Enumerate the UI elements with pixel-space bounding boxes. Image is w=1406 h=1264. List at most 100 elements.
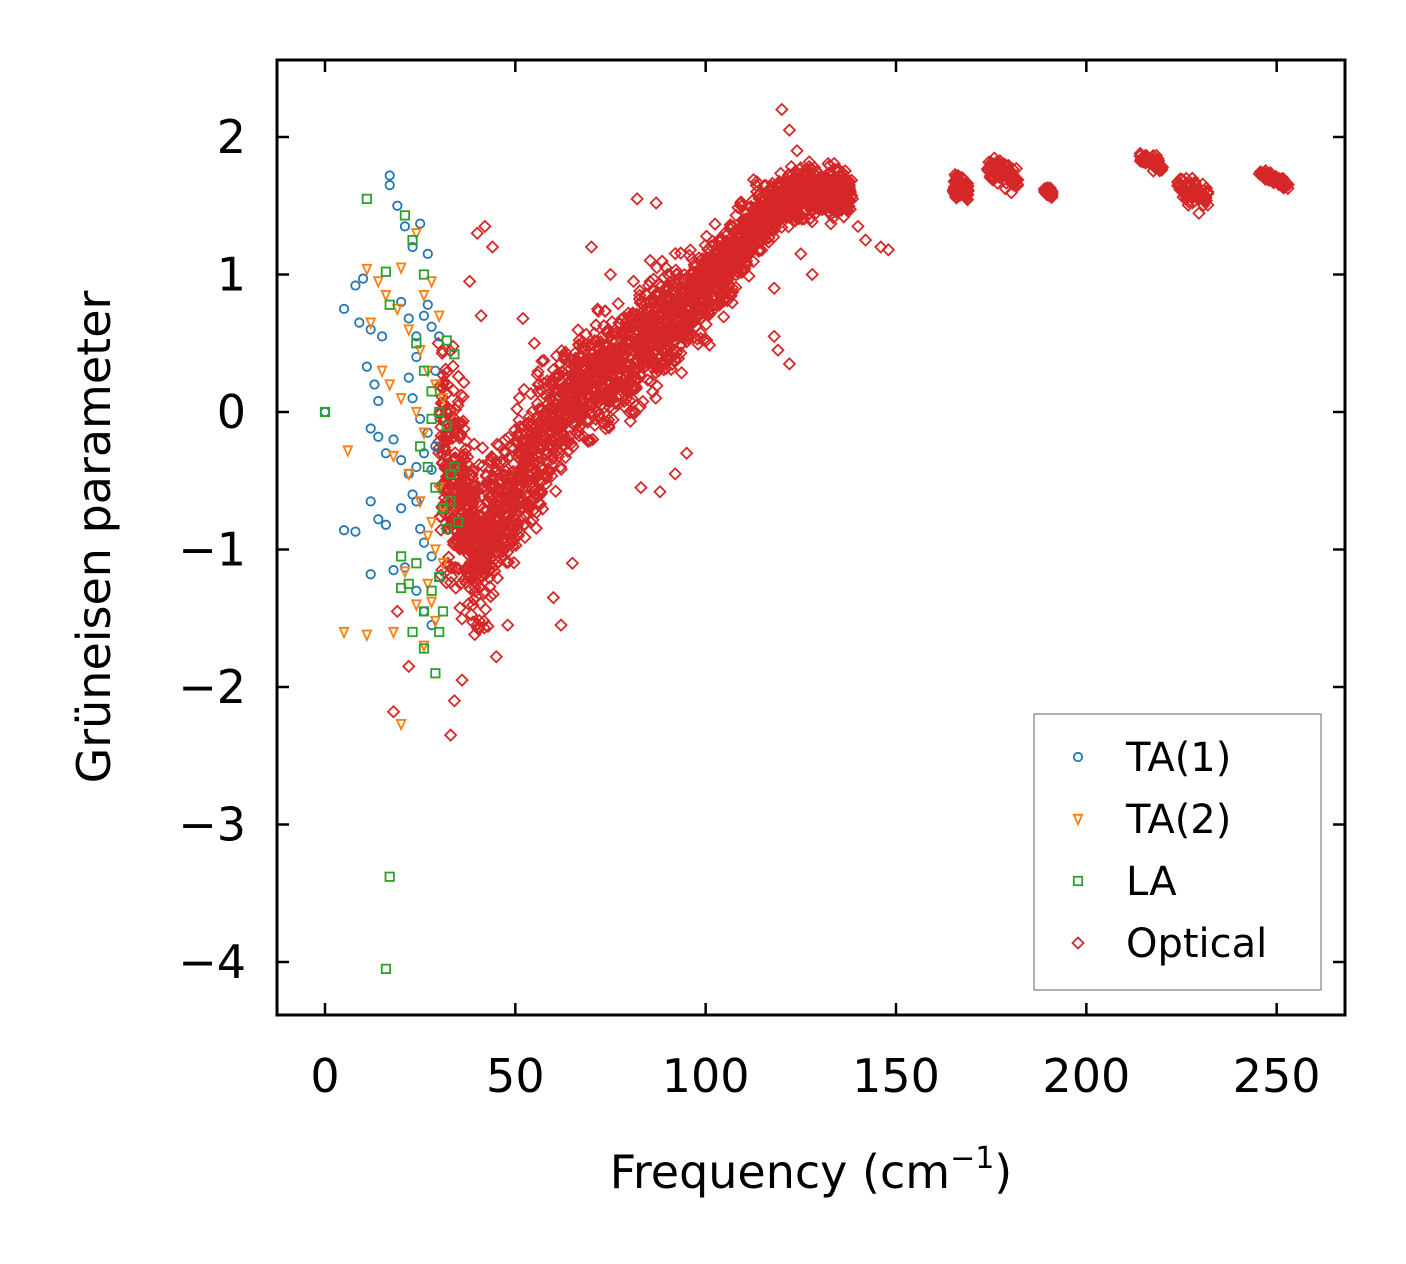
data-point xyxy=(437,393,449,406)
data-point xyxy=(425,516,438,530)
optical-point xyxy=(674,365,689,380)
optical-point xyxy=(1196,198,1211,212)
data-point xyxy=(453,516,464,528)
optical-point xyxy=(606,372,621,387)
optical-point xyxy=(556,427,570,441)
optical-point xyxy=(539,448,554,462)
data-point xyxy=(361,361,372,372)
data-point xyxy=(369,379,380,390)
legend-marker xyxy=(1071,936,1085,950)
optical-point xyxy=(501,555,516,569)
optical-point xyxy=(483,589,498,604)
data-point xyxy=(430,441,441,452)
optical-point xyxy=(773,166,788,181)
data-point xyxy=(403,468,415,482)
optical-point xyxy=(835,189,850,203)
data-point xyxy=(399,210,411,221)
optical-point xyxy=(525,492,540,507)
data-point xyxy=(441,420,452,431)
optical-point xyxy=(545,458,559,472)
optical-point xyxy=(805,214,819,229)
optical-point xyxy=(738,248,752,263)
y-tick-label: 2 xyxy=(217,110,246,164)
optical-point xyxy=(592,388,607,403)
data-point xyxy=(407,235,418,246)
optical-point xyxy=(881,242,896,257)
optical-point xyxy=(572,420,587,434)
optical-point xyxy=(766,224,781,238)
optical-point xyxy=(649,287,664,302)
x-tick-label: 250 xyxy=(1233,1049,1321,1103)
optical-point xyxy=(472,613,486,628)
data-point xyxy=(422,530,434,544)
data-point xyxy=(391,303,403,317)
optical-point xyxy=(651,277,666,291)
optical-point xyxy=(653,484,667,499)
series-la xyxy=(319,193,464,974)
optical-point xyxy=(753,234,768,249)
data-point xyxy=(418,640,430,654)
optical-point xyxy=(858,233,873,247)
optical-point xyxy=(527,336,542,351)
optical-point xyxy=(766,230,781,244)
data-point xyxy=(338,626,350,640)
optical-point xyxy=(490,462,505,477)
optical-point xyxy=(679,446,694,461)
optical-point xyxy=(782,198,796,212)
optical-point xyxy=(544,438,559,453)
optical-point xyxy=(1041,183,1056,198)
optical-point xyxy=(754,243,769,257)
optical-point xyxy=(606,384,621,399)
optical-point xyxy=(767,329,781,344)
optical-point xyxy=(1139,154,1153,169)
data-point xyxy=(426,386,437,397)
optical-point xyxy=(467,592,481,607)
data-point xyxy=(422,299,433,310)
data-point xyxy=(433,310,445,324)
optical-point xyxy=(658,260,673,275)
data-point xyxy=(365,496,376,507)
optical-point xyxy=(390,604,405,619)
optical-point xyxy=(524,480,539,495)
optical-point xyxy=(797,212,811,226)
optical-point xyxy=(816,184,831,199)
data-point xyxy=(384,299,395,310)
optical-point xyxy=(475,441,490,455)
optical-point xyxy=(482,549,496,563)
data-point xyxy=(395,393,407,406)
optical-point xyxy=(602,393,616,407)
optical-point xyxy=(664,362,678,377)
optical-point xyxy=(1190,191,1204,205)
data-point xyxy=(410,406,422,420)
optical-point xyxy=(633,350,648,365)
optical-point xyxy=(874,240,888,254)
data-point xyxy=(376,331,388,342)
optical-point xyxy=(685,252,699,266)
data-point xyxy=(380,519,392,530)
optical-point xyxy=(1004,185,1019,200)
optical-point xyxy=(1142,156,1157,170)
data-point xyxy=(361,193,372,204)
optical-point xyxy=(438,443,453,458)
optical-point xyxy=(734,195,748,209)
optical-point xyxy=(996,162,1010,176)
optical-point xyxy=(489,557,503,572)
optical-point xyxy=(604,368,619,382)
optical-point xyxy=(482,490,497,504)
optical-point xyxy=(474,547,489,562)
data-point xyxy=(418,643,430,654)
optical-point xyxy=(439,365,454,380)
optical-point xyxy=(1010,178,1025,193)
optical-point xyxy=(693,331,708,346)
legend-marker xyxy=(1072,751,1084,763)
data-point xyxy=(403,313,414,324)
optical-point xyxy=(583,433,597,448)
data-point xyxy=(426,585,437,596)
x-axis: 0 50 100 150 200 250 xyxy=(310,60,1321,1103)
optical-point xyxy=(470,617,485,632)
optical-point xyxy=(554,426,568,441)
data-point xyxy=(418,427,430,441)
optical-point xyxy=(767,281,781,296)
data-point xyxy=(407,626,418,638)
x-tick-label: 50 xyxy=(486,1049,545,1103)
